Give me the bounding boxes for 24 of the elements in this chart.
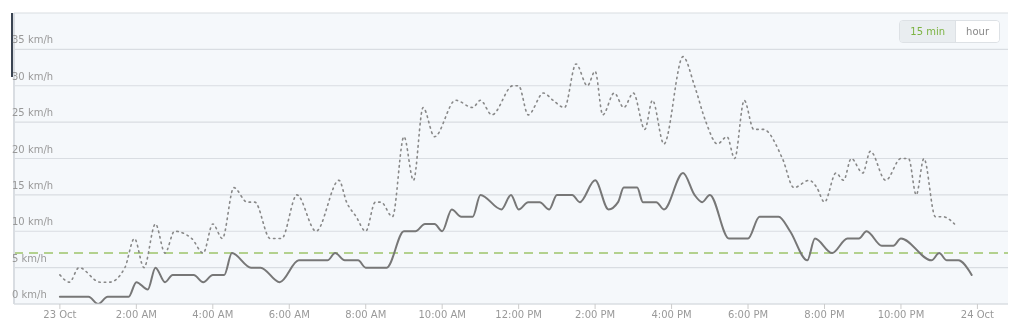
x-tick-label: 2:00 PM — [574, 309, 616, 321]
x-tick-label: 8:00 PM — [804, 309, 845, 321]
annotation: hour — [955, 21, 999, 42]
x-tick-label: 4:00 AM — [192, 309, 234, 321]
y-tick-label: 30 km/h — [12, 70, 54, 82]
y-tick-label: 35 km/h — [12, 34, 54, 46]
x-tick-label: 23 Oct — [43, 309, 77, 321]
x-tick-label: 4:00 PM — [651, 309, 692, 321]
y-tick-label: 25 km/h — [12, 107, 54, 119]
x-tick-label: 24 Oct — [960, 309, 995, 321]
y-tick-label: 10 km/h — [12, 216, 54, 228]
y-tick-label: 5 km/h — [12, 252, 47, 264]
x-tick-label: 10:00 PM — [877, 309, 925, 321]
x-tick-label: 6:00 AM — [268, 309, 310, 321]
x-tick-label: 12:00 PM — [495, 309, 542, 321]
interval-toggle: 15 min hour — [899, 20, 1000, 43]
annotation: 15 min — [900, 21, 956, 42]
y-tick-label: 0 km/h — [12, 289, 47, 300]
x-tick-label: 8:00 AM — [345, 309, 387, 321]
x-tick-label: 2:00 AM — [115, 309, 157, 321]
x-tick-label: 10:00 AM — [418, 309, 466, 321]
y-tick-label: 15 km/h — [12, 179, 54, 191]
y-tick-label: 20 km/h — [12, 143, 54, 155]
x-tick-label: 6:00 PM — [727, 309, 769, 321]
